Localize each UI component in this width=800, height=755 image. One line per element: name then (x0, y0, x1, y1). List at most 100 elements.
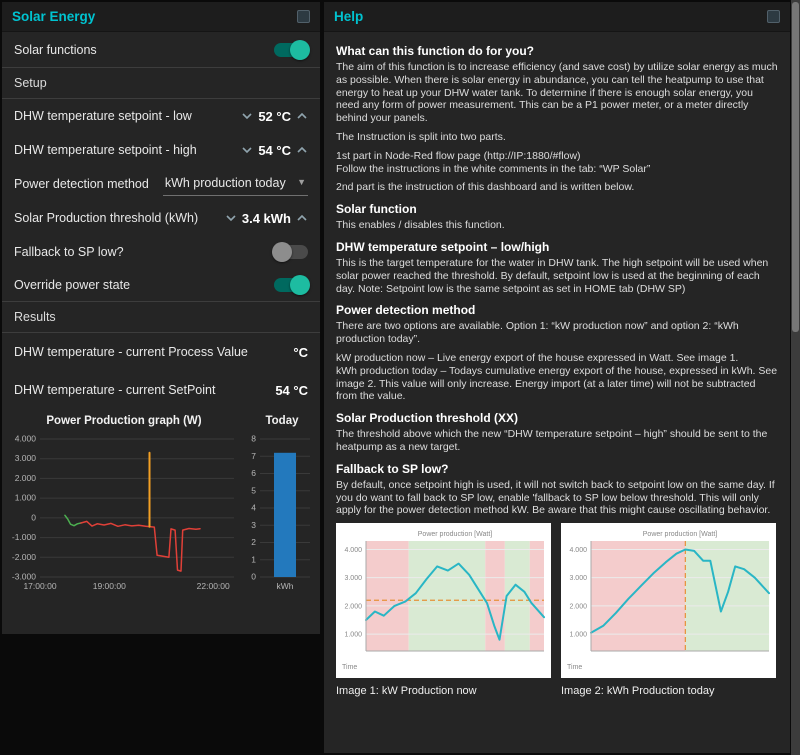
process-value: °C (293, 344, 308, 360)
svg-text:4.000: 4.000 (344, 547, 362, 554)
solar-functions-label: Solar functions (14, 42, 97, 57)
help-panel-header: Help (324, 2, 790, 32)
svg-text:5: 5 (251, 485, 256, 495)
help-paragraph: kW production now – Live energy export o… (336, 351, 778, 403)
toggle-knob (272, 241, 292, 262)
divider (2, 301, 320, 302)
image1-caption: Image 1: kW Production now (336, 685, 477, 698)
divider (2, 332, 320, 333)
scrollbar-thumb[interactable] (792, 2, 799, 332)
chevron-down-icon (226, 215, 236, 222)
help-image-2-block: 1.000 2.000 3.000 4.000 Power production [Wa… (561, 523, 776, 679)
svg-text:1.000: 1.000 (344, 632, 362, 639)
sp-high-increase-button[interactable] (296, 143, 308, 157)
fallback-toggle[interactable] (272, 241, 308, 262)
power-method-select[interactable]: kWh production today ▼ (162, 173, 308, 196)
help-content: What can this function do for you? The ai… (324, 32, 790, 697)
svg-text:Time: Time (567, 664, 582, 671)
chevron-up-icon (297, 146, 307, 153)
svg-text:-2.000: -2.000 (12, 552, 36, 562)
svg-text:4.000: 4.000 (15, 434, 37, 444)
chevron-up-icon (297, 112, 307, 119)
image2-caption: Image 2: kWh Production today (561, 685, 715, 698)
toggle-knob (290, 274, 310, 295)
svg-text:2.000: 2.000 (15, 473, 37, 483)
svg-text:8: 8 (251, 434, 256, 444)
help-section-heading: Solar Production threshold (XX) (336, 411, 519, 426)
svg-text:Time: Time (342, 664, 357, 671)
process-value-label: DHW temperature - current Process Value (14, 345, 248, 359)
svg-text:1.000: 1.000 (569, 632, 587, 639)
svg-text:Power production [Watt]: Power production [Watt] (643, 531, 717, 538)
threshold-value: 3.4 kWh (241, 210, 291, 226)
chevron-down-icon (242, 147, 252, 154)
setpoint-row: DHW temperature - current SetPoint 54 °C (2, 371, 320, 409)
help-paragraph: By default, once setpoint high is used, … (336, 478, 775, 517)
setpoint-label: DHW temperature - current SetPoint (14, 383, 216, 397)
svg-text:7: 7 (251, 451, 256, 461)
svg-text:1.000: 1.000 (15, 493, 37, 503)
solar-energy-panel: Solar Energy Solar functions Setup DHW t… (2, 2, 320, 634)
solar-panel-title: Solar Energy (12, 9, 96, 24)
setpoint-value: 54 °C (275, 382, 308, 398)
help-panel-title: Help (334, 9, 364, 24)
help-paragraph: This enables / disables this function. (336, 219, 505, 232)
help-image-1-block: 1.000 2.000 3.000 4.000 Power production [Wa… (336, 523, 551, 679)
threshold-label: Solar Production threshold (kWh) (14, 211, 199, 225)
help-paragraph: This is the target temperature for the w… (336, 256, 769, 295)
override-label: Override power state (14, 277, 131, 292)
svg-text:kWh: kWh (277, 581, 294, 591)
fallback-row: Fallback to SP low? (2, 235, 320, 268)
svg-text:3: 3 (251, 520, 256, 530)
svg-text:3.000: 3.000 (344, 575, 362, 582)
sp-low-decrease-button[interactable] (241, 109, 253, 123)
power-method-row: Power detection method kWh production to… (2, 167, 320, 201)
chevron-down-icon (242, 113, 252, 120)
svg-text:2.000: 2.000 (569, 603, 587, 610)
results-section-label: Results (14, 310, 56, 324)
svg-text:2.000: 2.000 (344, 603, 362, 610)
svg-text:19:00:00: 19:00:00 (93, 581, 126, 591)
toggle-knob (290, 39, 310, 60)
help-paragraph: The Instruction is split into two parts. (336, 130, 506, 143)
help-section-heading: Solar function (336, 202, 417, 217)
kw-production-now-image: 1.000 2.000 3.000 4.000 Power production [Wa… (336, 523, 551, 674)
solar-functions-toggle[interactable] (274, 39, 310, 60)
threshold-decrease-button[interactable] (225, 211, 237, 225)
sp-low-value: 52 °C (258, 108, 291, 124)
help-section-heading: Power detection method (336, 303, 476, 318)
help-section-heading: What can this function do for you? (336, 44, 534, 58)
divider (2, 98, 320, 99)
help-paragraph: 1st part in Node-Red flow page (http://I… (336, 149, 651, 175)
threshold-increase-button[interactable] (296, 211, 308, 225)
panel-menu-icon[interactable] (297, 10, 310, 23)
dropdown-caret-icon: ▼ (297, 177, 306, 187)
power-method-label: Power detection method (14, 177, 149, 191)
help-section-heading: Fallback to SP low? (336, 461, 449, 476)
svg-text:3.000: 3.000 (15, 453, 37, 463)
override-toggle[interactable] (274, 274, 310, 295)
sp-low-control: 52 °C (241, 109, 308, 124)
sp-high-decrease-button[interactable] (241, 143, 253, 157)
sp-low-row: DHW temperature setpoint - low 52 °C (2, 99, 320, 133)
sp-low-increase-button[interactable] (296, 109, 308, 123)
sp-low-label: DHW temperature setpoint - low (14, 109, 192, 123)
today-chart-block: Today 8 7 6 5 4 3 2 1 0 kWh (246, 415, 318, 608)
today-chart-title: Today (265, 415, 299, 427)
svg-text:0: 0 (31, 512, 36, 522)
sp-high-label: DHW temperature setpoint - high (14, 143, 197, 157)
help-images: 1.000 2.000 3.000 4.000 Power production [Wa… (336, 523, 778, 679)
help-captions: Image 1: kW Production now Image 2: kWh … (336, 685, 778, 697)
power-production-line-chart: 4.0003.0002.0001.0000-1.000-2.000-3.0001… (12, 434, 234, 591)
threshold-control: 3.4 kWh (225, 211, 308, 226)
setup-section-label: Setup (14, 76, 47, 90)
charts-area: Power Production graph (W) 4.000 3.000 2.0… (2, 409, 320, 608)
svg-text:0: 0 (251, 572, 256, 582)
svg-text:4: 4 (251, 503, 256, 513)
sp-high-value: 54 °C (258, 142, 291, 158)
help-sections: What can this function do for you? The ai… (336, 44, 778, 517)
svg-text:4.000: 4.000 (569, 547, 587, 554)
panel-menu-icon[interactable] (767, 10, 780, 23)
scrollbar[interactable] (791, 0, 800, 755)
svg-text:17:00:00: 17:00:00 (23, 581, 56, 591)
